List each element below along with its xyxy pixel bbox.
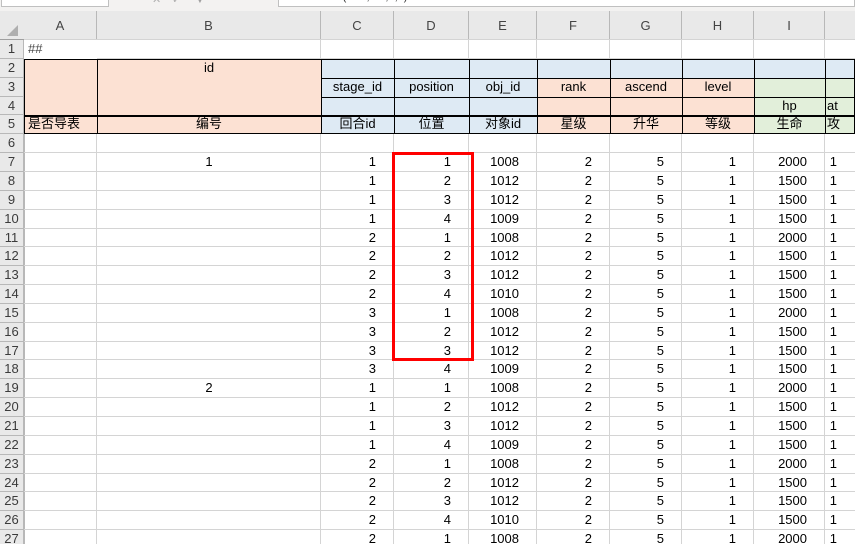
svg-text:✕: ✕	[152, 0, 161, 6]
svg-text:✓: ✓	[172, 0, 181, 6]
svg-text:▼: ▼	[195, 0, 205, 6]
